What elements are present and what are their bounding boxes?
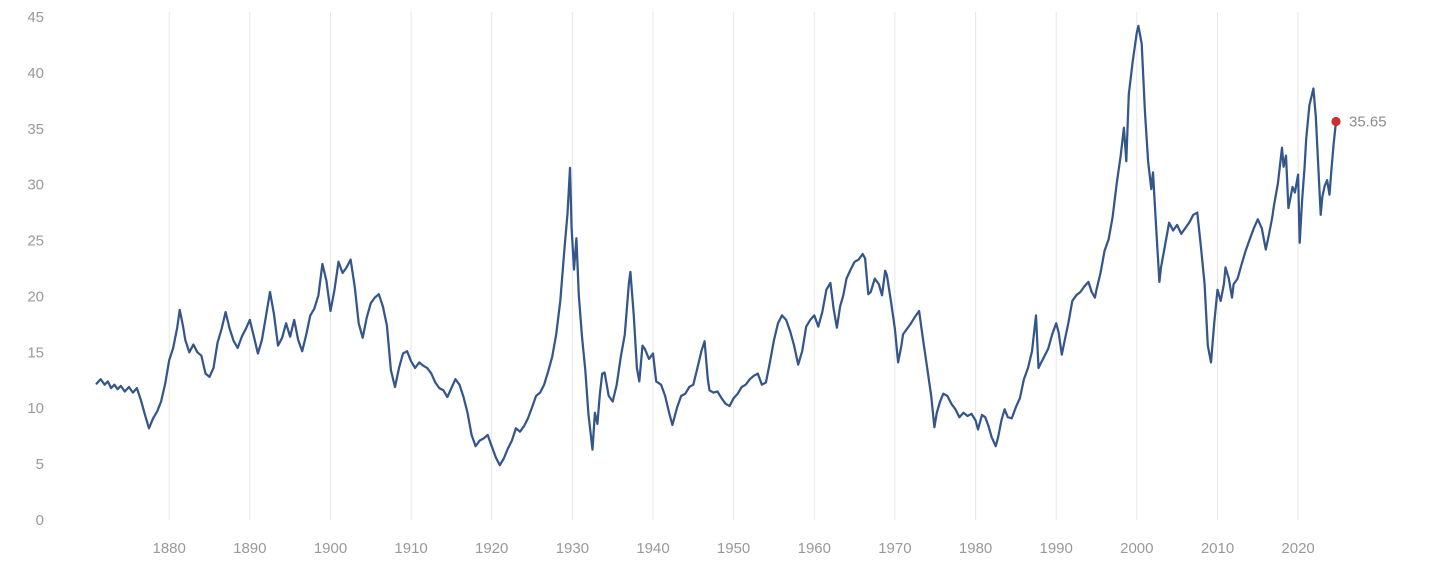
x-tick-label: 1920	[475, 540, 508, 557]
x-axis-labels: 1880 1890 1900 1910 1920 1930 1940 1950 1960 1970…	[153, 540, 1315, 557]
y-tick-label: 15	[27, 344, 44, 361]
gridlines	[168, 12, 1299, 520]
y-tick-label: 35	[27, 121, 44, 138]
y-tick-label: 25	[27, 233, 44, 250]
x-tick-label: 1960	[798, 540, 831, 557]
latest-value-label: 35.65	[1349, 114, 1387, 131]
y-tick-label: 45	[27, 9, 44, 26]
x-tick-label: 1990	[1040, 540, 1073, 557]
x-tick-label: 1940	[636, 540, 669, 557]
y-tick-label: 0	[36, 512, 44, 529]
x-tick-label: 1980	[959, 540, 992, 557]
x-tick-label: 1900	[314, 540, 347, 557]
cape-series-line	[95, 24, 1338, 467]
x-tick-label: 1930	[556, 540, 589, 557]
latest-value-dot	[1331, 116, 1341, 127]
x-tick-label: 1880	[153, 540, 186, 557]
y-tick-label: 30	[27, 177, 44, 194]
x-tick-label: 1910	[394, 540, 427, 557]
y-tick-label: 5	[36, 456, 44, 473]
x-tick-label: 1970	[878, 540, 911, 557]
y-axis-labels: 0 5 10 15 20 25 30 35 40 45	[27, 9, 44, 529]
x-tick-label: 2010	[1201, 540, 1234, 557]
y-tick-label: 40	[27, 65, 44, 82]
x-tick-label: 2000	[1120, 540, 1153, 557]
x-tick-label: 2020	[1281, 540, 1314, 557]
x-tick-label: 1890	[233, 540, 266, 557]
y-tick-label: 20	[27, 288, 44, 305]
x-tick-label: 1950	[717, 540, 750, 557]
y-tick-label: 10	[27, 400, 44, 417]
